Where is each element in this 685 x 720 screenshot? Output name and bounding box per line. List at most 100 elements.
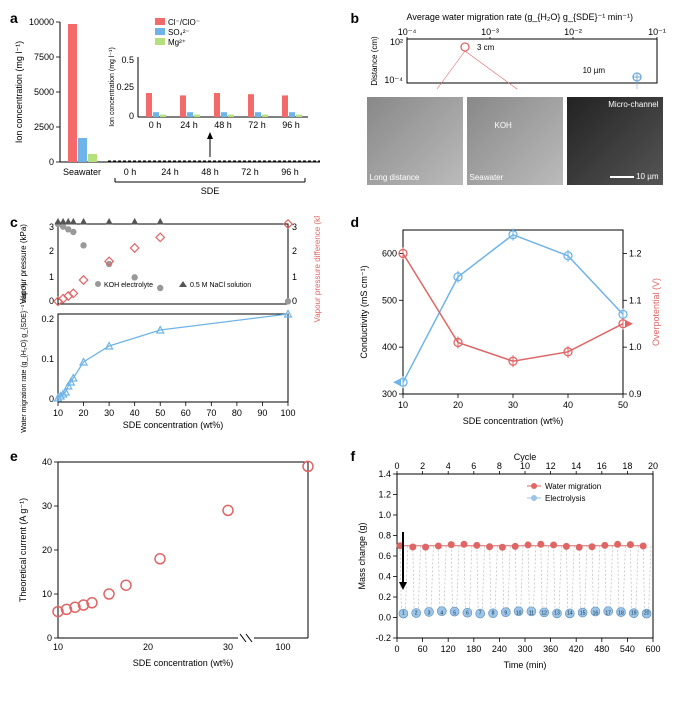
svg-text:100: 100 [275, 642, 290, 652]
svg-text:16: 16 [592, 610, 598, 616]
svg-text:Water migration rate (g_{H₂O}: Water migration rate (g_{H₂O} g_{SDE}⁻¹ … [21, 283, 28, 433]
svg-text:0.0: 0.0 [378, 613, 391, 623]
svg-text:20: 20 [79, 408, 89, 418]
svg-text:10: 10 [515, 610, 521, 616]
svg-text:1: 1 [292, 272, 297, 282]
svg-text:SDE: SDE [201, 186, 220, 196]
svg-text:14: 14 [571, 461, 581, 471]
svg-text:17: 17 [605, 610, 611, 616]
panel-e-chart: 010203040 Theoretical current (A g⁻¹) 10… [12, 450, 332, 680]
svg-text:1.2: 1.2 [629, 248, 642, 258]
svg-text:Conductivity (mS cm⁻¹): Conductivity (mS cm⁻¹) [359, 265, 369, 358]
panel-f-chart: Cycle 02468101214161820 -0.20.00.20.40.6… [353, 450, 673, 680]
svg-text:72 h: 72 h [248, 120, 266, 130]
svg-text:20: 20 [643, 610, 649, 616]
svg-text:48 h: 48 h [214, 120, 232, 130]
panel-f-label: f [351, 448, 356, 464]
svg-text:40: 40 [562, 400, 572, 410]
svg-text:300: 300 [517, 644, 532, 654]
panel-a-chart: 0 2500 5000 7500 10000 Ion concentration… [12, 12, 332, 202]
svg-text:0 h: 0 h [149, 120, 162, 130]
svg-text:2: 2 [49, 246, 54, 256]
svg-text:18: 18 [618, 610, 624, 616]
svg-text:180: 180 [466, 644, 481, 654]
svg-text:480: 480 [594, 644, 609, 654]
svg-text:3: 3 [427, 610, 430, 616]
svg-text:4: 4 [445, 461, 450, 471]
svg-text:100: 100 [280, 408, 295, 418]
svg-text:0.5 M NaCl solution: 0.5 M NaCl solution [190, 282, 251, 289]
svg-text:6: 6 [471, 461, 476, 471]
svg-text:Cl⁻/ClO⁻: Cl⁻/ClO⁻ [168, 18, 200, 27]
svg-text:120: 120 [440, 644, 455, 654]
svg-text:60: 60 [417, 644, 427, 654]
svg-text:300: 300 [381, 389, 396, 399]
svg-text:30: 30 [42, 501, 52, 511]
panel-b-label: b [351, 10, 360, 26]
svg-text:14: 14 [567, 610, 573, 616]
svg-text:70: 70 [206, 408, 216, 418]
svg-text:5: 5 [453, 610, 456, 616]
panel-b-photo-3: Micro-channel 10 µm [567, 97, 663, 185]
svg-text:2: 2 [292, 246, 297, 256]
svg-text:400: 400 [381, 342, 396, 352]
svg-text:10: 10 [53, 642, 63, 652]
svg-text:420: 420 [568, 644, 583, 654]
svg-text:360: 360 [543, 644, 558, 654]
svg-text:10: 10 [397, 400, 407, 410]
panel-c: c 0 1 2 3 0 1 2 3 Vapour pressure (kPa) … [12, 216, 333, 436]
svg-text:KOH electrolyte: KOH electrolyte [104, 282, 153, 289]
panel-a-label: a [10, 10, 18, 26]
svg-text:20: 20 [647, 461, 657, 471]
svg-text:50: 50 [617, 400, 627, 410]
svg-text:600: 600 [381, 248, 396, 258]
svg-text:SDE concentration (wt%): SDE concentration (wt%) [462, 416, 563, 426]
svg-text:1.0: 1.0 [378, 510, 391, 520]
svg-text:10²: 10² [389, 37, 402, 47]
svg-text:60: 60 [181, 408, 191, 418]
svg-text:10⁻⁴: 10⁻⁴ [397, 27, 416, 37]
panel-d-label: d [351, 214, 360, 230]
svg-text:0.6: 0.6 [378, 551, 391, 561]
svg-text:24 h: 24 h [180, 120, 198, 130]
panel-e: e 010203040 Theoretical current (A g⁻¹) … [12, 450, 333, 680]
svg-text:48 h: 48 h [201, 167, 219, 177]
svg-text:0: 0 [49, 157, 54, 167]
svg-text:0.8: 0.8 [378, 531, 391, 541]
svg-text:0.2: 0.2 [41, 314, 54, 324]
svg-text:1.2: 1.2 [378, 490, 391, 500]
svg-text:10: 10 [519, 461, 529, 471]
svg-text:Seawater: Seawater [63, 167, 101, 177]
svg-text:12: 12 [541, 610, 547, 616]
svg-text:10⁻¹: 10⁻¹ [648, 27, 666, 37]
svg-text:8: 8 [496, 461, 501, 471]
svg-text:0.2: 0.2 [378, 592, 391, 602]
svg-text:0 h: 0 h [124, 167, 137, 177]
svg-text:50: 50 [155, 408, 165, 418]
svg-text:5000: 5000 [34, 87, 54, 97]
svg-text:1: 1 [49, 272, 54, 282]
svg-text:10⁻³: 10⁻³ [481, 27, 499, 37]
svg-text:0.25: 0.25 [116, 82, 134, 92]
svg-text:19: 19 [631, 610, 637, 616]
svg-text:1.1: 1.1 [629, 295, 642, 305]
panel-c-label: c [10, 214, 18, 230]
panel-c-chart: 0 1 2 3 0 1 2 3 Vapour pressure (kPa) Va… [12, 216, 332, 436]
svg-text:SDE concentration (wt%): SDE concentration (wt%) [133, 658, 234, 668]
svg-text:500: 500 [381, 295, 396, 305]
svg-text:96 h: 96 h [281, 167, 299, 177]
svg-text:Vapour pressure difference (kP: Vapour pressure difference (kPa) [313, 216, 322, 323]
panel-b-xlabel: Average water migration rate (g_{H₂O} g_… [367, 12, 674, 23]
svg-text:Distance (cm): Distance (cm) [370, 36, 379, 86]
svg-text:SDE concentration (wt%): SDE concentration (wt%) [123, 420, 224, 430]
svg-text:SO₄²⁻: SO₄²⁻ [168, 28, 190, 37]
svg-text:72 h: 72 h [241, 167, 259, 177]
svg-text:3: 3 [49, 222, 54, 232]
svg-text:16: 16 [596, 461, 606, 471]
svg-text:3: 3 [292, 222, 297, 232]
svg-text:540: 540 [619, 644, 634, 654]
panel-e-label: e [10, 448, 18, 464]
svg-text:Water migration: Water migration [545, 482, 601, 491]
svg-text:0.5: 0.5 [121, 55, 134, 65]
svg-text:30: 30 [223, 642, 233, 652]
